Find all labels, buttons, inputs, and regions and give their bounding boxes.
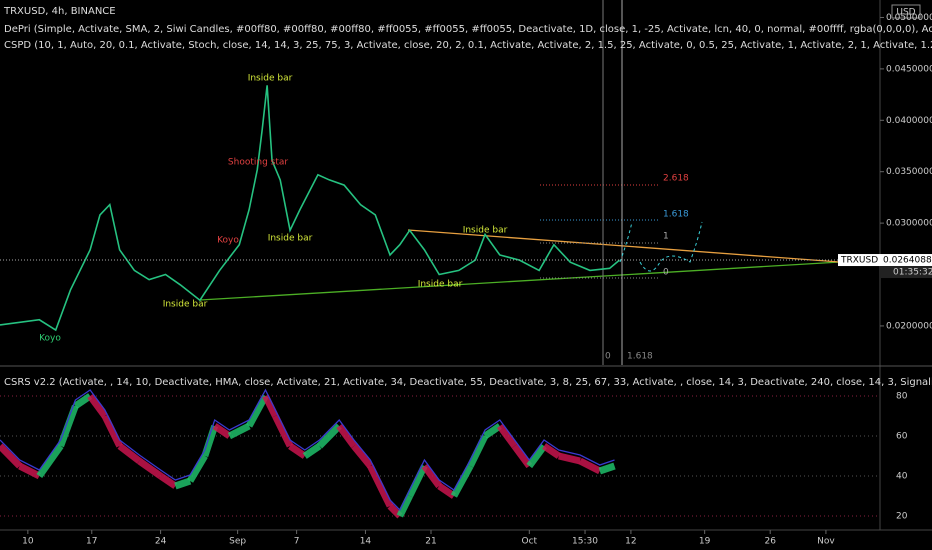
- oscillator-segment: [288, 443, 307, 459]
- price-line: [0, 85, 620, 332]
- y-tick-label: 40: [896, 472, 908, 482]
- symbol: TRXUSD, 4h, BINANCE: [3, 6, 116, 17]
- annotation: Inside bar: [463, 226, 508, 236]
- oscillator-segment: [57, 404, 79, 448]
- oscillator-segment: [496, 423, 518, 449]
- oscillator-segment: [137, 458, 163, 479]
- x-tick-label: Oct: [522, 537, 538, 547]
- annotation: Inside bar: [163, 300, 208, 310]
- oscillator-segment: [467, 434, 489, 468]
- y-tick-label: 0.05000000: [886, 13, 932, 23]
- x-tick-label: 21: [425, 537, 436, 547]
- x-tick-label: 17: [86, 537, 97, 547]
- oscillator-segment: [421, 463, 442, 489]
- annotation: Koyo: [217, 236, 239, 246]
- oscillator-segment: [526, 443, 547, 469]
- annotation: 0: [605, 352, 611, 362]
- oscillator-segment: [117, 443, 142, 464]
- x-tick-label: 24: [155, 537, 167, 547]
- oscillator-segment: [483, 423, 502, 439]
- annotation: Inside bar: [268, 234, 313, 244]
- oscillator-segment: [73, 393, 93, 409]
- oscillator-segment: [336, 423, 357, 449]
- oscillator-segment: [542, 443, 561, 459]
- oscillator-segment: [212, 423, 232, 439]
- last-price-box: [880, 254, 932, 267]
- x-tick-label: 7: [294, 537, 300, 547]
- annotation: Koyo: [39, 334, 61, 344]
- x-tick-label: 19: [699, 537, 711, 547]
- oscillator-segment: [598, 462, 616, 475]
- annotation: 1.618: [627, 352, 653, 362]
- oscillator-segment: [558, 452, 581, 465]
- oscillator-segment: [450, 464, 474, 498]
- oscillator-segment: [87, 393, 108, 419]
- oscillator-segment: [396, 494, 413, 518]
- oscillator-segment: [511, 443, 533, 469]
- oscillator-segment: [246, 394, 269, 428]
- oscillator-segment: [406, 464, 428, 498]
- y-tick-label: 60: [896, 432, 908, 442]
- indicator-legend: CSPD (10, 1, Auto, 20, 0.1, Activate, St…: [4, 40, 932, 51]
- y-tick-label: 80: [896, 392, 908, 402]
- oscillator-segment: [367, 464, 394, 508]
- x-tick-label: Sep: [229, 537, 246, 547]
- y-tick-label: 20: [896, 512, 908, 522]
- x-tick-label: 14: [360, 537, 372, 547]
- oscillator-segment: [351, 443, 374, 469]
- oscillator-segment: [158, 473, 178, 489]
- oscillator-segment: [201, 424, 219, 458]
- last-price-symbol: TRXUSD: [840, 256, 878, 266]
- annotation: 1.618: [663, 210, 689, 220]
- x-tick-label: 26: [764, 537, 776, 547]
- oscillator-segment: [317, 423, 342, 449]
- countdown-box: [880, 266, 932, 279]
- currency-box: [891, 4, 921, 19]
- currency: USD: [896, 8, 915, 18]
- oscillator-segment: [272, 414, 294, 448]
- indicator-legend: CSRS v2.2 (Activate, , 14, 10, Deactivat…: [4, 377, 932, 388]
- oscillator-segment: [262, 394, 279, 418]
- projection-path: [619, 221, 703, 272]
- oscillator-segment: [36, 443, 64, 479]
- oscillator-segment: [227, 422, 251, 440]
- x-tick-label: Nov: [817, 537, 835, 547]
- annotation: 2.618: [663, 174, 689, 184]
- oscillator-segment: [302, 443, 322, 459]
- indicator-legend: DePri (Simple, Activate, SMA, 2, Siwi Ca…: [4, 24, 932, 35]
- oscillator-line: [0, 388, 615, 512]
- last-price-tag: [838, 254, 880, 267]
- x-tick-label: 10: [22, 537, 34, 547]
- annotation: 0: [663, 268, 669, 278]
- oscillator-segment: [174, 477, 192, 490]
- annotation: Shooting star: [228, 158, 288, 168]
- x-tick-label: 15:30: [572, 537, 598, 547]
- support-line: [199, 261, 841, 301]
- annotation: 1: [663, 232, 669, 242]
- oscillator-segment: [18, 462, 41, 480]
- oscillator-segment: [0, 443, 23, 469]
- last-price-value: 0.02640886: [883, 256, 932, 266]
- oscillator-segment: [101, 414, 123, 448]
- oscillator-segment: [187, 454, 208, 483]
- x-tick-label: 12: [625, 537, 636, 547]
- countdown: 01:35:32: [893, 268, 932, 278]
- oscillator-segment: [578, 457, 602, 475]
- annotation: Inside bar: [418, 280, 463, 290]
- annotation: Inside bar: [248, 74, 293, 84]
